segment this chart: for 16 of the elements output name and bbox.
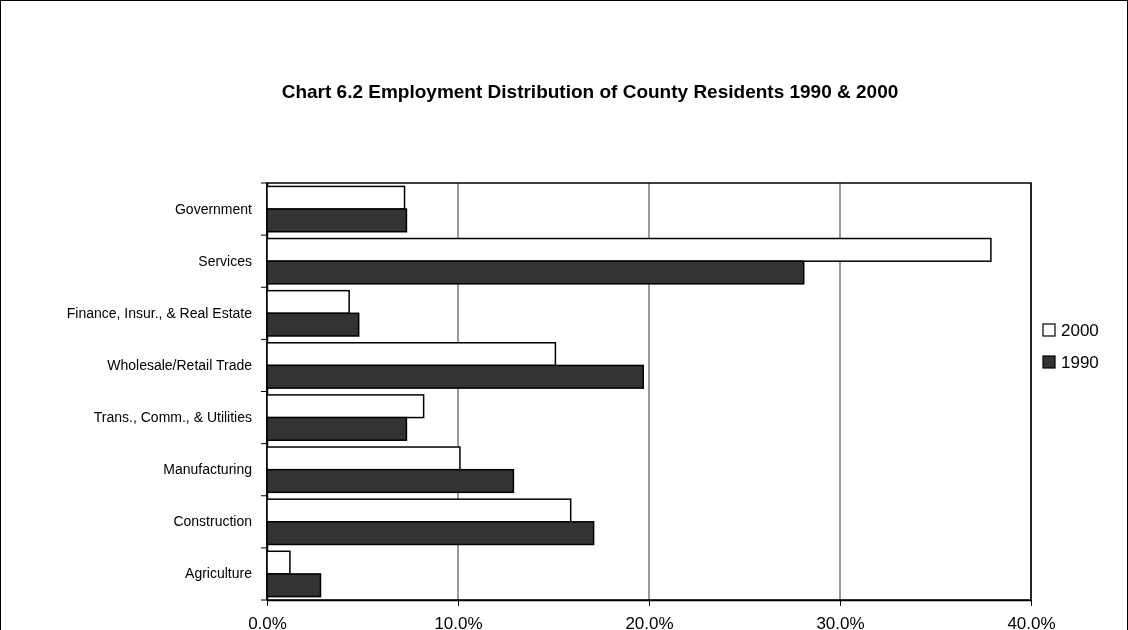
y-tick-label: Wholesale/Retail Trade	[107, 356, 253, 373]
chart-title: Chart 6.2 Employment Distribution of County Residents 1990 & 2000	[281, 81, 899, 102]
y-tick-label: Agriculture	[185, 565, 253, 582]
y-tick-label: Trans., Comm., & Utilities	[93, 409, 252, 426]
y-tick-label: Finance, Insur., & Real Estate	[66, 304, 253, 321]
y-tick-label: Manufacturing	[163, 461, 252, 478]
y-tick-label: Construction	[173, 513, 252, 530]
x-tick-label: 40.0%	[1007, 614, 1056, 630]
x-tick-label: 30.0%	[816, 614, 865, 630]
legend-label: 2000	[1061, 321, 1099, 340]
legend-label: 1990	[1061, 353, 1099, 372]
y-tick-label: Services	[198, 252, 252, 269]
x-tick-label: 0.0%	[248, 614, 287, 630]
y-tick-label: Government	[174, 200, 253, 217]
x-tick-label: 20.0%	[625, 614, 674, 630]
x-tick-label: 10.0%	[434, 614, 483, 630]
